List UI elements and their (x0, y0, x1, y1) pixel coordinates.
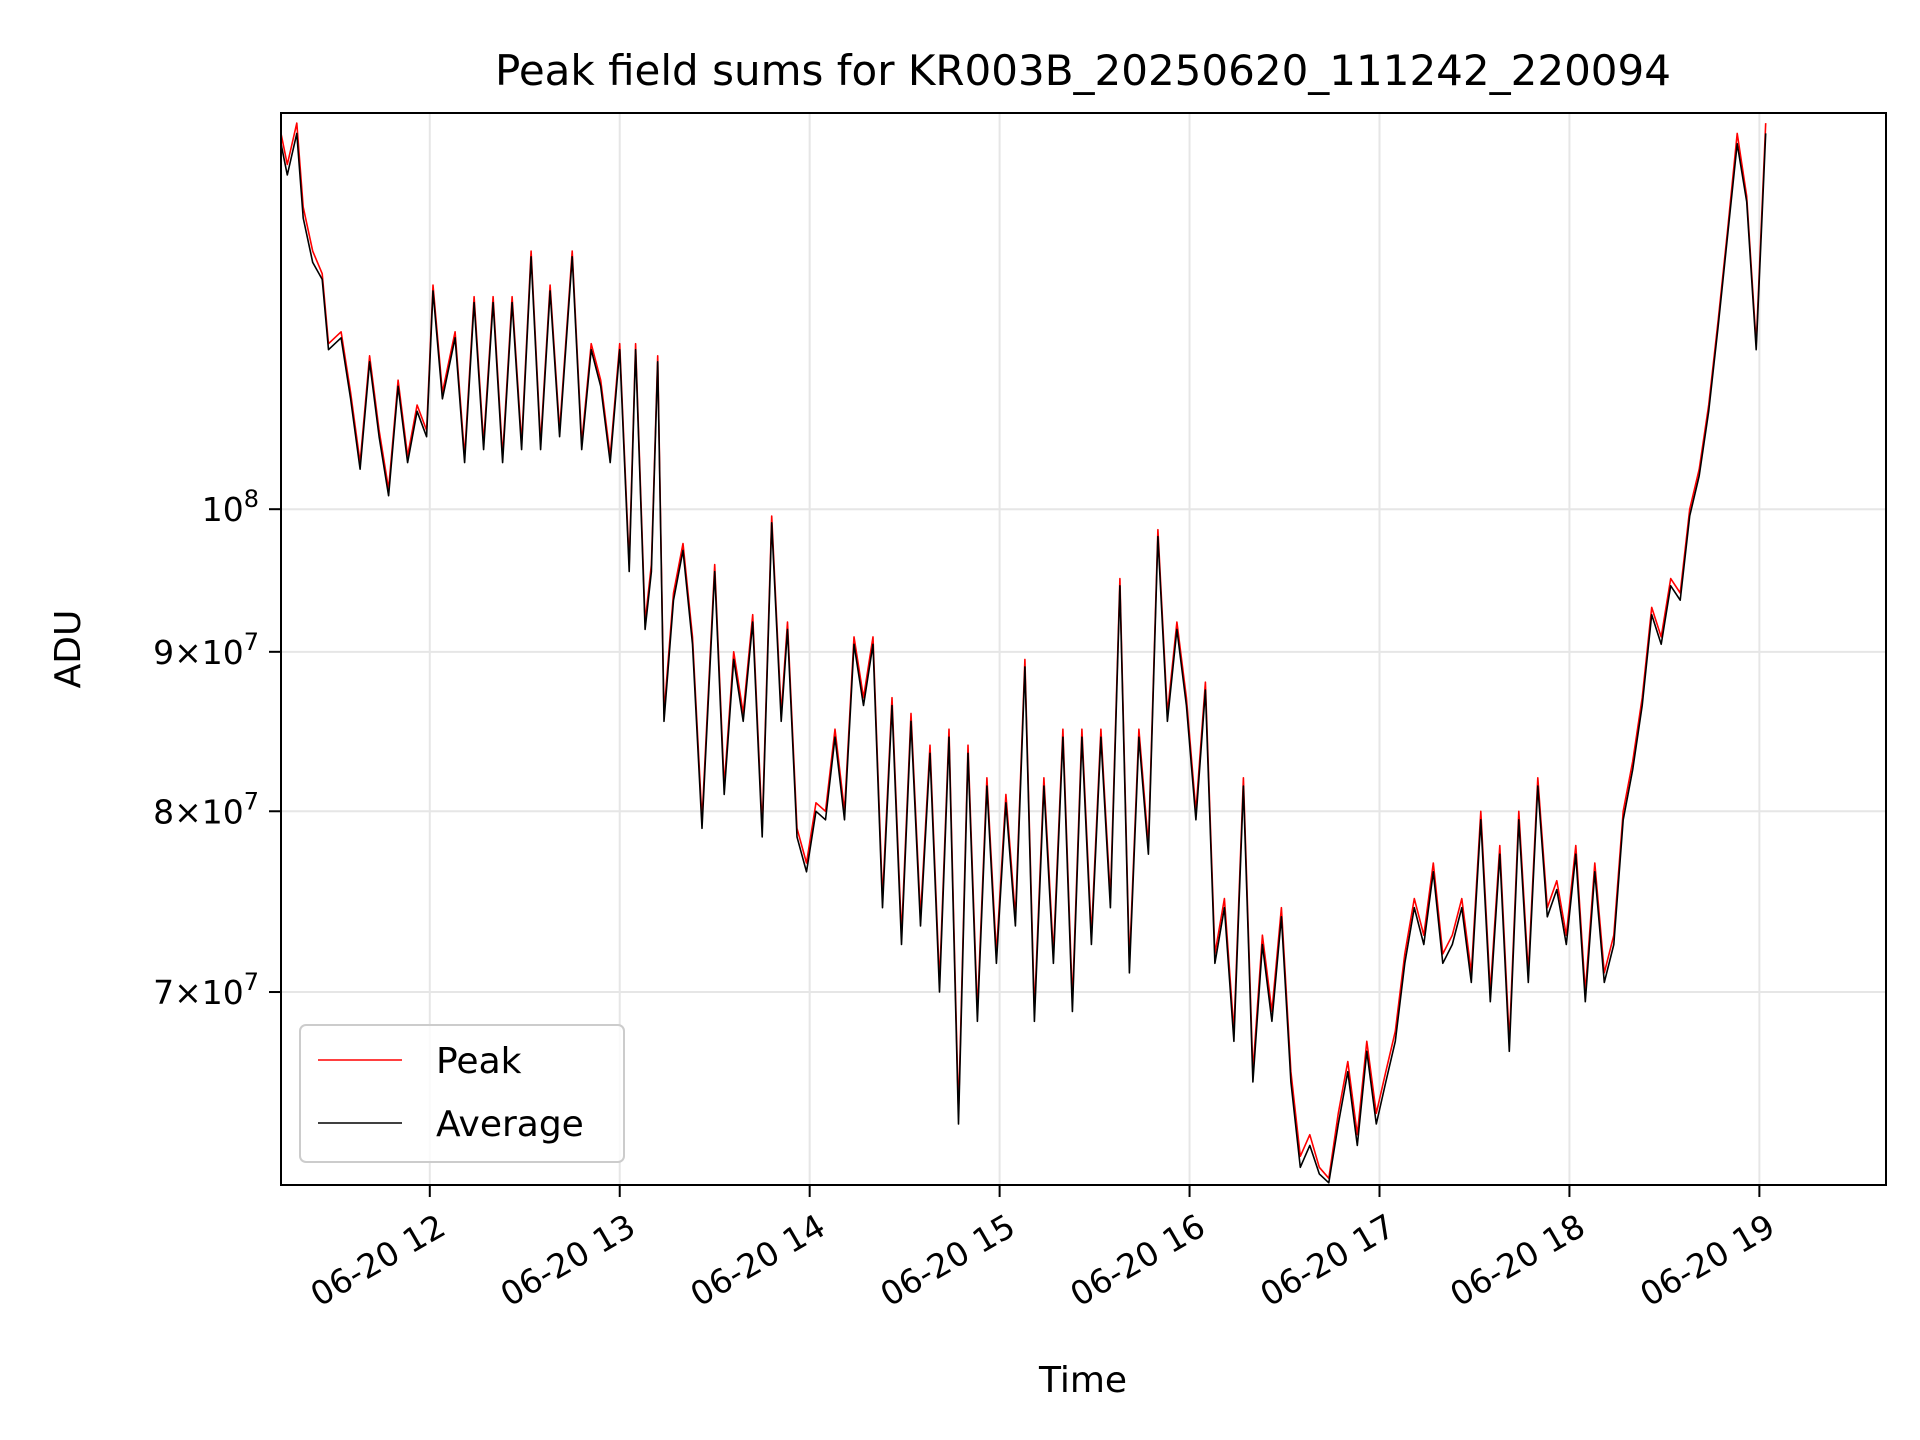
legend-label-average: Average (436, 1104, 584, 1145)
plot-area (281, 113, 1886, 1185)
grid-layer (281, 113, 1886, 1185)
series-line-average (280, 132, 1767, 1184)
series-layer (280, 122, 1767, 1184)
y-tick-label: 108 (202, 485, 259, 529)
x-axis-label: Time (1038, 1360, 1127, 1401)
y-tick-label: 7×107 (153, 968, 259, 1012)
y-tick-label: 9×107 (153, 628, 259, 672)
chart-title: Peak field sums for KR003B_20250620_1112… (495, 46, 1671, 95)
plot-frame (280, 112, 1887, 1186)
legend-label-peak: Peak (436, 1041, 522, 1082)
y-axis-label: ADU (48, 610, 89, 689)
y-tick-label: 8×107 (153, 787, 259, 831)
y-tick-layer: 7×107 8×107 9×107 108 (153, 485, 281, 1012)
legend: Peak Average (299, 1024, 625, 1163)
